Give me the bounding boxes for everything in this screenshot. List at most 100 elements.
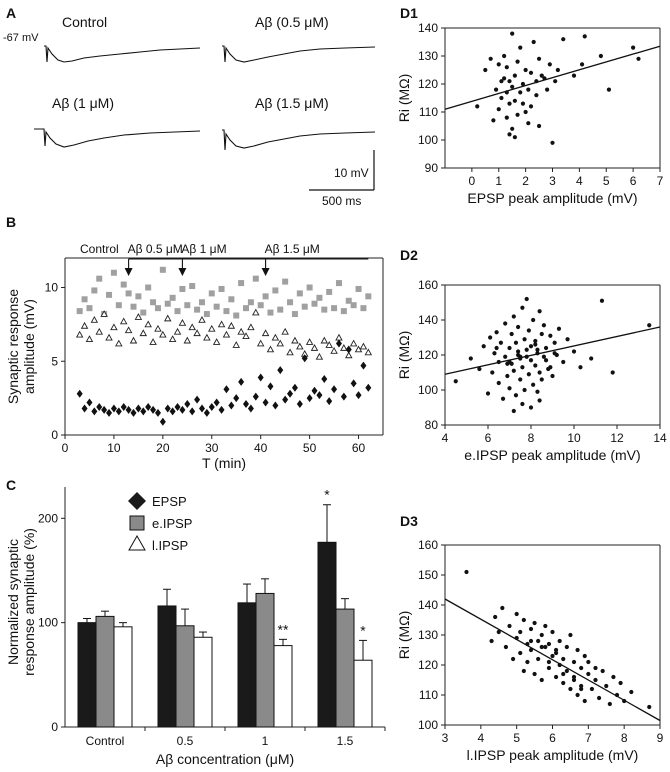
panel-a-label: A <box>6 5 16 21</box>
data-point <box>539 677 544 683</box>
data-point <box>511 408 516 414</box>
data-point <box>503 321 508 326</box>
regression-line <box>444 598 661 722</box>
data-point <box>548 365 553 370</box>
data-point-diamond <box>365 383 372 392</box>
y-axis-title: Ri (MΩ) <box>396 611 412 660</box>
data-point <box>526 328 531 333</box>
data-point-square <box>120 281 127 288</box>
data-point-triangle <box>242 332 250 340</box>
data-point <box>539 644 544 650</box>
trace-abeta-0-5 <box>222 45 376 63</box>
chart-panel-b: 0 10 20 30 40 50 60 0 5 10 T (min) Synaptic respons… <box>5 257 384 471</box>
data-point-triangle <box>261 329 270 337</box>
data-point <box>513 393 519 398</box>
x-tick-label: 5 <box>513 731 520 745</box>
data-point-square <box>140 309 147 316</box>
x-tick-label: 3 <box>549 174 556 188</box>
x-tick-label: 7 <box>657 174 664 188</box>
data-point <box>528 358 534 363</box>
data-point <box>481 344 486 349</box>
data-point-square <box>115 302 122 309</box>
data-point <box>505 373 510 379</box>
data-point-triangle <box>134 313 143 320</box>
bar-epsp <box>237 602 257 728</box>
data-point-diamond <box>228 401 235 410</box>
x-tick-label: 10 <box>567 431 581 445</box>
x-tick-label: 1 <box>262 734 269 748</box>
data-point <box>537 309 542 314</box>
data-point-square <box>262 293 269 300</box>
data-point <box>453 379 458 384</box>
x-axis-title: EPSP peak amplitude (mV) <box>467 190 637 206</box>
data-point <box>514 611 519 617</box>
data-point <box>493 614 498 620</box>
data-point-square <box>233 312 240 319</box>
data-point <box>533 363 538 368</box>
data-point-diamond <box>76 389 83 398</box>
data-point <box>520 305 525 310</box>
y-tick-label: 130 <box>418 49 438 63</box>
y-tick-label: 0 <box>51 428 58 442</box>
data-point-square <box>135 293 142 300</box>
data-point-triangle <box>159 330 167 338</box>
data-point <box>598 53 603 59</box>
data-point-diamond <box>257 373 264 382</box>
data-point-square <box>243 305 250 312</box>
data-point-triangle <box>80 321 89 329</box>
data-point-triangle <box>203 333 211 341</box>
data-point-diamond <box>326 397 333 406</box>
marker-arrow-head <box>178 268 187 276</box>
panel-b-label: B <box>6 214 16 230</box>
data-point-triangle <box>315 352 324 360</box>
y-tick-label: 100 <box>38 616 58 630</box>
data-point <box>520 101 526 106</box>
x-tick-label: 20 <box>156 441 170 455</box>
data-point <box>498 340 503 345</box>
data-point <box>512 98 517 103</box>
data-point-triangle <box>154 324 162 332</box>
data-point <box>483 67 488 73</box>
x-tick-label: 0.5 <box>177 734 194 748</box>
data-point-square <box>174 308 181 315</box>
data-point-diamond <box>291 383 298 392</box>
data-point-diamond <box>91 407 98 416</box>
data-point <box>543 623 548 629</box>
data-point-square <box>267 309 274 316</box>
data-point-triangle <box>124 326 133 334</box>
data-point <box>493 87 499 92</box>
data-point <box>528 626 534 632</box>
data-point-triangle <box>173 327 182 335</box>
data-point <box>586 671 591 677</box>
data-point <box>512 135 517 140</box>
data-point-triangle <box>183 336 192 344</box>
x-tick-label: 1 <box>495 174 502 188</box>
data-point <box>548 333 553 338</box>
data-point <box>513 340 519 345</box>
data-point <box>550 629 555 635</box>
data-point-diamond <box>184 400 191 409</box>
data-point-triangle <box>115 339 123 347</box>
data-point <box>543 345 549 351</box>
data-point <box>507 386 512 391</box>
data-point-diamond <box>316 391 323 400</box>
data-point <box>496 107 501 112</box>
data-point <box>515 59 520 64</box>
data-point <box>521 668 526 674</box>
data-point <box>507 623 512 629</box>
y-tick-label: 100 <box>418 718 438 732</box>
data-point-square <box>365 293 372 300</box>
data-point <box>555 67 560 73</box>
marker-label-control: Control <box>80 242 119 256</box>
data-point <box>604 683 609 689</box>
data-point-diamond <box>130 408 137 417</box>
data-point <box>522 337 527 342</box>
y-tick-label: 100 <box>418 133 438 147</box>
data-point-square <box>208 290 215 297</box>
chart-legend: EPSP e.IPSP l.IPSP <box>128 492 192 553</box>
data-point <box>545 87 550 92</box>
data-point <box>511 368 516 373</box>
x-tick-label: 40 <box>254 441 268 455</box>
data-point <box>499 79 504 84</box>
